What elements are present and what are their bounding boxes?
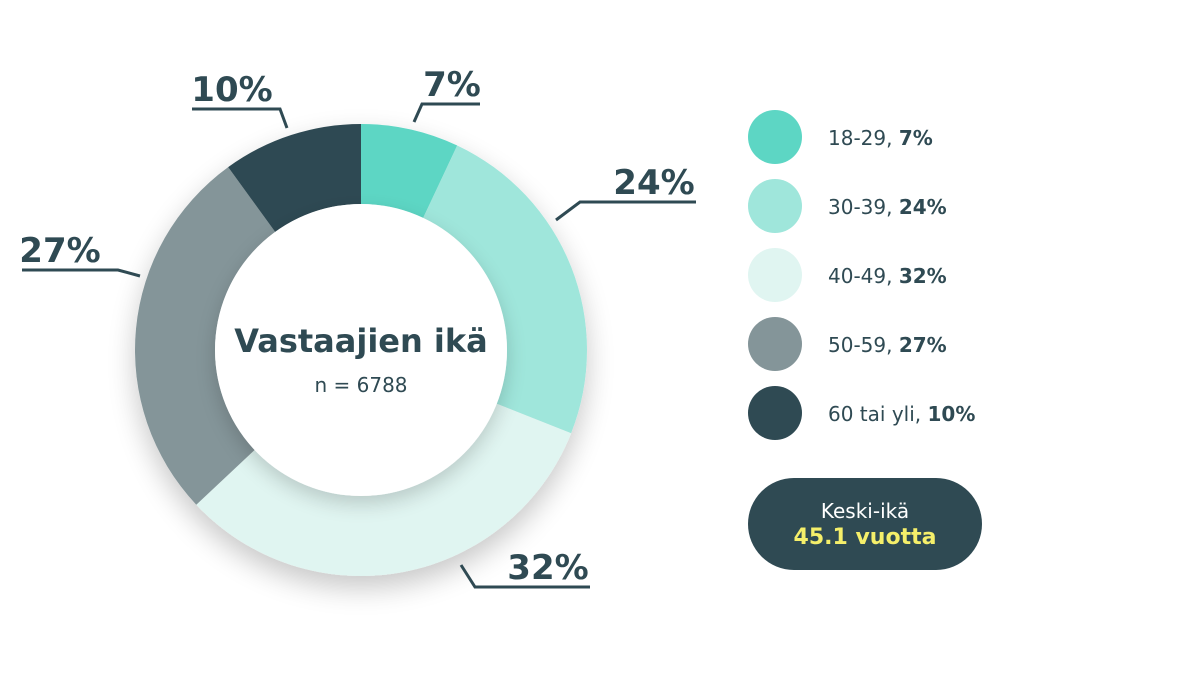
slice-18-29-leader-line — [412, 102, 480, 123]
legend-value: 32% — [898, 264, 947, 288]
chart-subtitle: n = 6788 — [314, 373, 407, 397]
slice-50-59-value-label: 27% — [19, 231, 100, 271]
legend-label: 60 tai yli, 10% — [828, 402, 975, 426]
average-age-value: 45.1 vuotta — [793, 525, 937, 550]
legend-category: 40-49, — [828, 264, 899, 288]
slice-40-49 — [196, 403, 572, 576]
slice-30-39-value-label: 24% — [613, 163, 694, 203]
legend-label: 40-49, 32% — [828, 264, 947, 288]
donut-hole — [215, 204, 507, 496]
legend-value: 24% — [898, 195, 947, 219]
slice-50-59 — [134, 167, 276, 505]
legend-swatch — [748, 248, 802, 302]
slice-40-49-leader-line — [459, 564, 590, 589]
legend-item: 18-29, 7% — [748, 110, 1048, 164]
chart-title: Vastaajien ikä — [234, 322, 488, 360]
legend-category: 50-59, — [828, 333, 899, 357]
legend-item: 30-39, 24% — [748, 179, 1048, 233]
slice-18-29-value-label: 7% — [423, 65, 481, 105]
legend-swatch — [748, 386, 802, 440]
slice-60-plus-value-label: 10% — [191, 70, 272, 110]
legend-item: 40-49, 32% — [748, 248, 1048, 302]
legend-swatch — [748, 110, 802, 164]
legend-value: 7% — [898, 126, 933, 150]
legend-item: 60 tai yli, 10% — [748, 386, 1048, 440]
legend-category: 60 tai yli, — [828, 402, 928, 426]
slice-18-29 — [361, 124, 458, 218]
donut-chart: 7% 24% 32% 27% 10% Vastaajien ikä n = 6788 — [19, 65, 696, 589]
legend-category: 18-29, — [828, 126, 899, 150]
legend-value: 10% — [927, 402, 976, 426]
average-age-badge: Keski-ikä 45.1 vuotta — [748, 478, 982, 570]
slice-30-39 — [423, 145, 587, 434]
legend-value: 27% — [898, 333, 947, 357]
slice-40-49-value-label: 32% — [507, 548, 588, 588]
legend-swatch — [748, 317, 802, 371]
legend-label: 18-29, 7% — [828, 126, 933, 150]
slice-60-plus-leader-line — [192, 107, 289, 129]
legend-label: 50-59, 27% — [828, 333, 947, 357]
legend-category: 30-39, — [828, 195, 899, 219]
legend-swatch — [748, 179, 802, 233]
slice-50-59-leader-line — [22, 268, 141, 278]
average-age-label: Keski-ikä — [820, 499, 910, 523]
legend-item: 50-59, 27% — [748, 317, 1048, 371]
legend-label: 30-39, 24% — [828, 195, 947, 219]
slice-30-39-leader-line — [555, 200, 696, 222]
slice-60-plus — [228, 124, 361, 232]
